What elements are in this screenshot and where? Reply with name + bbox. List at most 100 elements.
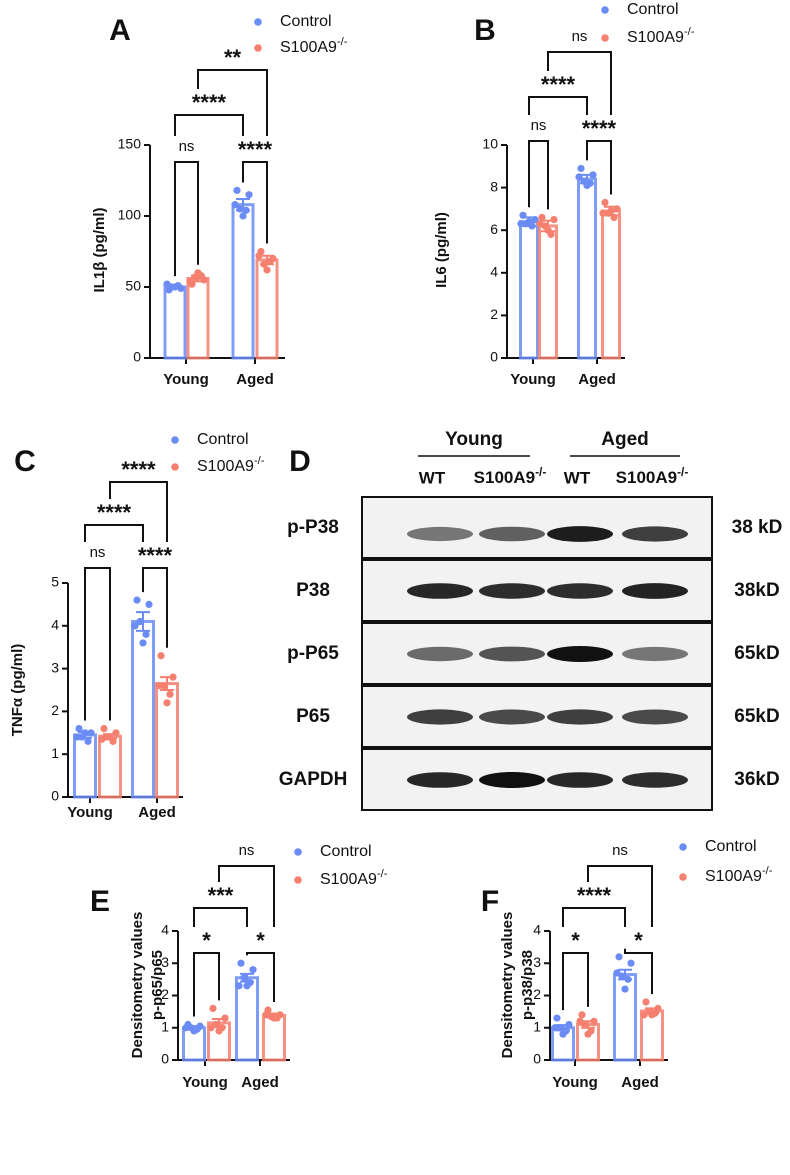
legend-marker (254, 18, 262, 26)
error-bar (267, 1012, 281, 1019)
error-bar (191, 274, 205, 283)
legend-marker (601, 6, 609, 14)
blot-band (479, 526, 545, 542)
y-tick-label: 8 (490, 178, 498, 194)
data-point (621, 985, 629, 993)
panel-letter: A (109, 14, 131, 47)
blot-band (547, 709, 613, 725)
bar (231, 203, 255, 360)
protein-label: P38 (296, 580, 330, 601)
significance-bracket (562, 952, 589, 1011)
size-label: 38 kD (732, 517, 783, 538)
group-label: Young (445, 429, 503, 450)
lane-label: WT (419, 468, 446, 487)
y-tick-label: 5 (51, 574, 59, 590)
blot-band (547, 526, 613, 542)
data-point (536, 220, 544, 228)
x-tick-label: Aged (621, 1074, 659, 1091)
blot-band (622, 772, 688, 788)
significance-bracket (528, 96, 588, 115)
error-bar (618, 968, 632, 981)
significance-bracket (624, 948, 653, 994)
error-bar (136, 611, 150, 632)
error-bar (103, 733, 117, 740)
significance-bracket (193, 952, 220, 1017)
bar (131, 620, 155, 799)
y-axis-label: TNFα (pg/ml) (9, 644, 26, 737)
data-point (233, 186, 241, 195)
significance-bracket (197, 69, 268, 136)
y-tick-label: 0 (51, 788, 59, 804)
legend-label: Control (627, 1, 679, 18)
significance-label: ns (239, 842, 255, 859)
protein-label: GAPDH (279, 769, 348, 790)
y-tick-label: 4 (161, 922, 169, 938)
error-bar (260, 254, 274, 266)
blot-band (547, 772, 613, 788)
y-tick-label: 50 (125, 278, 141, 294)
significance-label: ns (612, 842, 628, 859)
legend-label: Control (197, 431, 249, 448)
significance-bracket (84, 567, 111, 721)
bar (163, 285, 187, 360)
error-bar (160, 676, 174, 691)
data-point (642, 998, 650, 1006)
data-point (166, 690, 174, 698)
y-tick-label: 4 (533, 922, 541, 938)
y-tick-label: 0 (533, 1051, 541, 1067)
data-point (139, 639, 147, 647)
error-bar (236, 197, 250, 212)
data-point (613, 969, 621, 977)
significance-bracket (142, 567, 168, 648)
bar (519, 220, 539, 360)
x-tick-label: Young (67, 804, 113, 821)
legend-marker (171, 463, 179, 471)
data-point (142, 630, 150, 638)
blot-band (547, 583, 613, 599)
bar (601, 209, 621, 360)
y-tick-label: 3 (533, 954, 541, 970)
data-point (553, 1014, 561, 1022)
legend-marker (679, 843, 687, 851)
bar (255, 258, 279, 360)
data-point (538, 213, 546, 222)
legend-marker (254, 44, 262, 52)
blot-band (479, 772, 545, 788)
y-tick-label: 1 (533, 1018, 541, 1034)
y-axis-label: p-p38/p38 (519, 950, 536, 1020)
bar (98, 734, 122, 799)
blot-band (622, 709, 688, 725)
data-point (75, 724, 83, 733)
significance-label: **** (97, 500, 132, 525)
significance-label: **** (238, 137, 273, 162)
data-point (155, 682, 163, 690)
significance-label: ns (179, 138, 195, 155)
y-tick-label: 2 (533, 986, 541, 1002)
blot-band (622, 646, 688, 662)
y-tick-label: 0 (133, 349, 141, 365)
data-point (145, 600, 153, 609)
y-axis-label: IL6 (pg/ml) (433, 212, 450, 288)
x-tick-label: Young (182, 1074, 228, 1091)
blot-band (547, 646, 613, 662)
error-bar (604, 205, 618, 217)
lane-label: S100A9-/- (474, 465, 547, 487)
y-tick-label: 4 (51, 617, 59, 633)
significance-label: * (202, 928, 211, 953)
data-point (163, 699, 171, 707)
size-label: 36kD (734, 769, 779, 790)
error-bar (187, 1025, 201, 1031)
bar (577, 177, 597, 360)
blot-band (407, 646, 473, 662)
significance-label: **** (577, 883, 612, 908)
bar (262, 1013, 286, 1062)
legend-label: S100A9-/- (705, 865, 773, 885)
y-tick-label: 3 (51, 659, 59, 675)
data-point (133, 596, 141, 604)
size-label: 65kD (734, 706, 779, 727)
data-point (249, 966, 257, 974)
data-point (194, 269, 202, 277)
error-bar (240, 972, 254, 983)
y-tick-label: 150 (118, 136, 142, 152)
